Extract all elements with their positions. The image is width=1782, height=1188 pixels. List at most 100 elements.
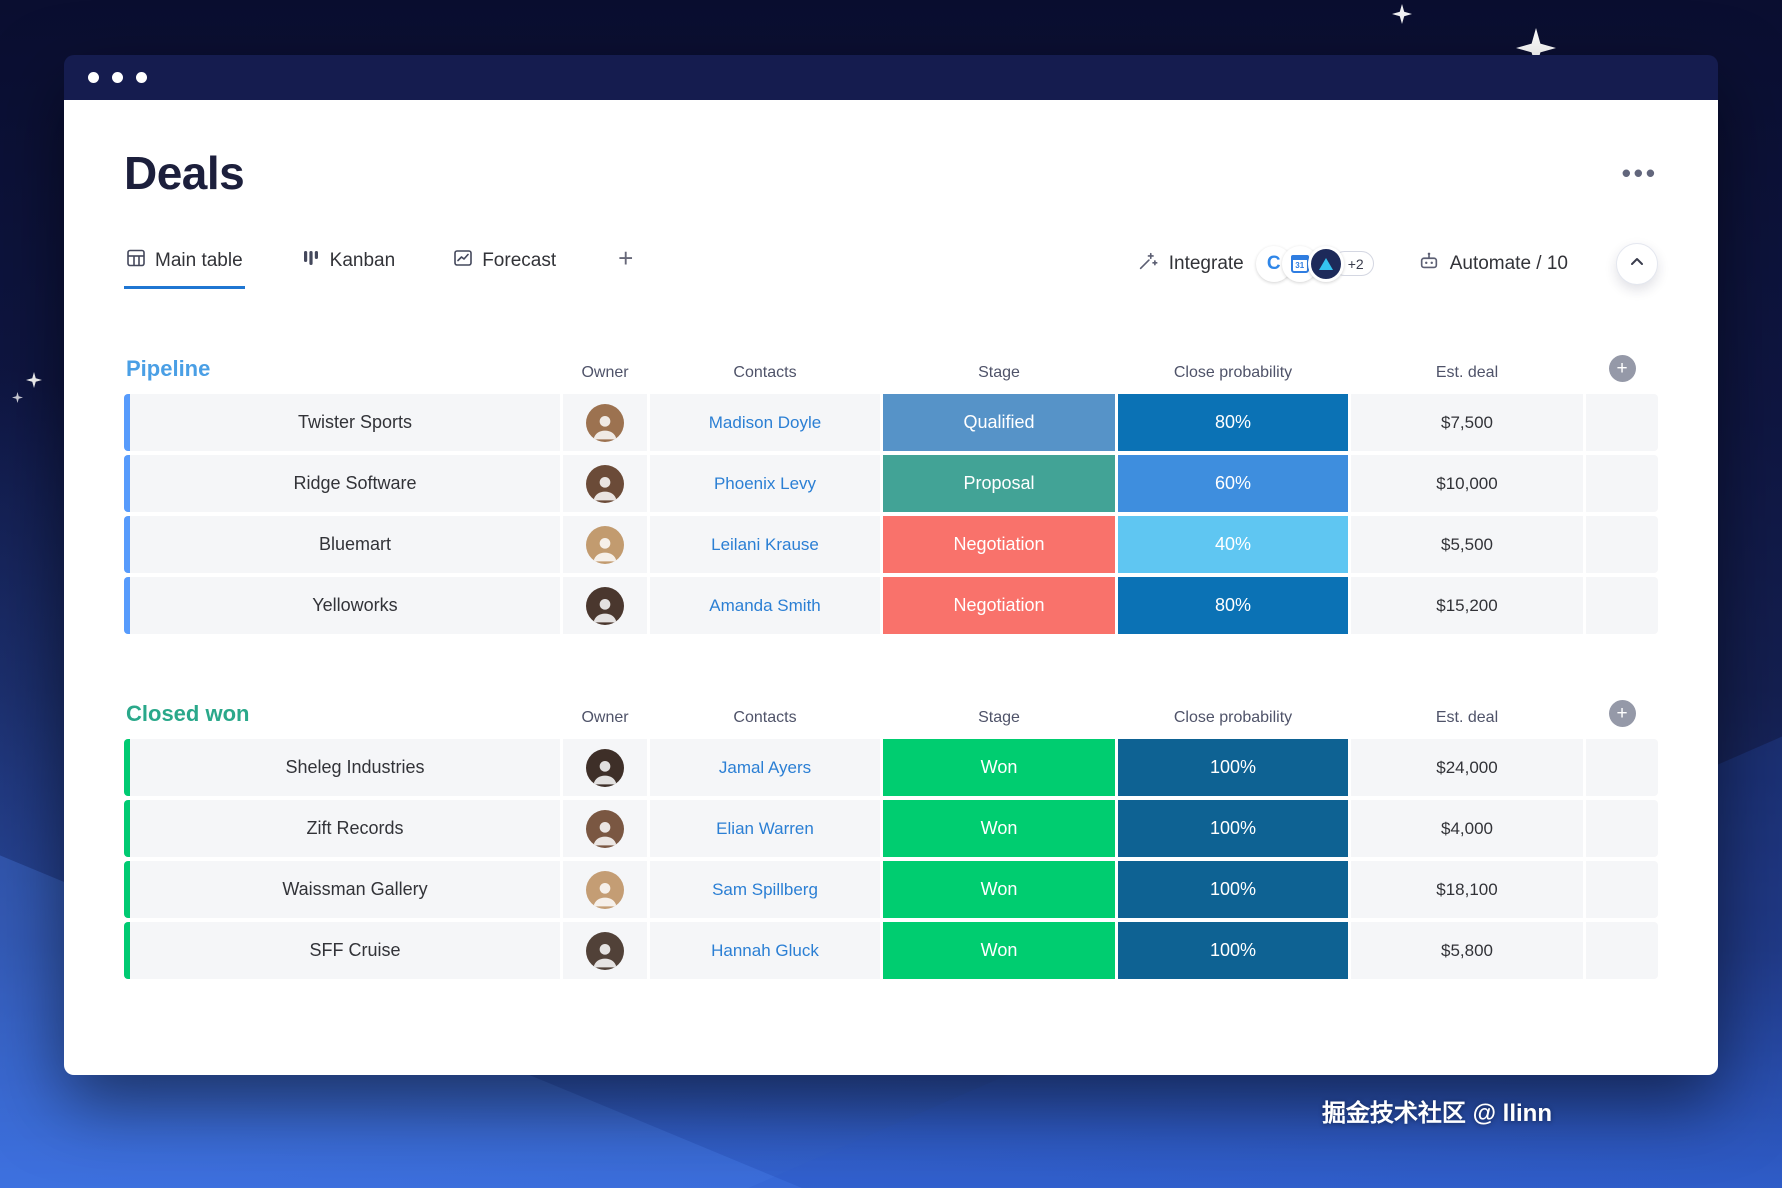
tab-main-table[interactable]: Main table	[124, 238, 245, 289]
owner-cell[interactable]	[563, 577, 647, 634]
contact-link[interactable]: Amanda Smith	[709, 595, 821, 615]
stage-cell[interactable]: Proposal	[883, 455, 1115, 512]
stage-cell[interactable]: Won	[883, 800, 1115, 857]
contact-link[interactable]: Leilani Krause	[711, 534, 819, 554]
calendar-day: 31	[1295, 260, 1305, 270]
deal-amount-cell[interactable]: $7,500	[1351, 394, 1583, 451]
window-dot-minimize[interactable]	[112, 72, 123, 83]
deal-name-cell[interactable]: SFF Cruise	[124, 922, 560, 979]
avatar	[586, 403, 624, 442]
probability-cell[interactable]: 40%	[1118, 516, 1348, 573]
person-icon	[593, 598, 617, 622]
probability-cell[interactable]: 60%	[1118, 455, 1348, 512]
deal-group: Pipeline Owner Contacts Stage Close prob…	[124, 355, 1658, 634]
owner-cell[interactable]	[563, 516, 647, 573]
contact-link[interactable]: Phoenix Levy	[713, 473, 817, 493]
page-title: Deals	[124, 147, 245, 199]
column-header-close-probability: Close probability	[1173, 709, 1293, 726]
add-column-button[interactable]: +	[1608, 700, 1636, 727]
stage-cell[interactable]: Negotiation	[883, 577, 1115, 634]
probability-cell[interactable]: 100%	[1118, 922, 1348, 979]
deal-name: Waissman Gallery	[282, 879, 428, 899]
integrate-label: Integrate	[1168, 252, 1244, 274]
avatar	[586, 748, 624, 787]
avatar	[586, 809, 624, 848]
integrate-icon	[1137, 250, 1159, 278]
probability-cell[interactable]: 80%	[1118, 394, 1348, 451]
owner-cell[interactable]	[563, 394, 647, 451]
contact-link[interactable]: Jamal Ayers	[718, 757, 812, 777]
add-column-button[interactable]: +	[1608, 355, 1636, 382]
deal-name: Sheleg Industries	[285, 757, 425, 777]
integrate-button[interactable]: Integrate	[1137, 250, 1244, 278]
stage-cell[interactable]: Won	[883, 861, 1115, 918]
column-header-contacts: Contacts	[733, 364, 797, 381]
owner-cell[interactable]	[563, 922, 647, 979]
deal-name: Yelloworks	[312, 595, 398, 615]
row-end-cell	[1586, 739, 1658, 796]
deal-amount-cell[interactable]: $18,100	[1351, 861, 1583, 918]
contact-cell: Amanda Smith	[650, 577, 880, 634]
deal-amount-cell[interactable]: $10,000	[1351, 455, 1583, 512]
deal-name: Ridge Software	[293, 473, 417, 493]
tabs-bar: Main table Kanban	[124, 238, 1658, 289]
window-dot-close[interactable]	[88, 72, 99, 83]
contact-link[interactable]: Madison Doyle	[708, 412, 822, 432]
deal-name-cell[interactable]: Bluemart	[124, 516, 560, 573]
contact-cell: Madison Doyle	[650, 394, 880, 451]
table-row: Bluemart Leilani Krause Negotiation 40% …	[124, 516, 1658, 573]
avatar	[586, 586, 624, 625]
probability-cell[interactable]: 100%	[1118, 861, 1348, 918]
table-row: Twister Sports Madison Doyle Qualified 8…	[124, 394, 1658, 451]
tab-kanban[interactable]: Kanban	[299, 238, 398, 289]
column-header-stage: Stage	[978, 364, 1020, 381]
group-rows: Sheleg Industries Jamal Ayers Won 100% $…	[124, 739, 1658, 979]
app-window: Deals ••• Main table	[64, 55, 1718, 1075]
deal-name-cell[interactable]: Zift Records	[124, 800, 560, 857]
add-view-button[interactable]: +	[618, 243, 634, 273]
deal-name-cell[interactable]: Twister Sports	[124, 394, 560, 451]
contact-link[interactable]: Hannah Gluck	[711, 940, 819, 960]
board-menu-button[interactable]: •••	[1621, 158, 1658, 188]
deal-name-cell[interactable]: Ridge Software	[124, 455, 560, 512]
group-title[interactable]: Closed won	[126, 701, 250, 726]
owner-cell[interactable]	[563, 861, 647, 918]
contact-cell: Elian Warren	[650, 800, 880, 857]
stage-cell[interactable]: Won	[883, 739, 1115, 796]
contact-link[interactable]: Elian Warren	[716, 818, 814, 838]
automate-button[interactable]: Automate / 10	[1418, 250, 1568, 278]
contact-link[interactable]: Sam Spillberg	[712, 879, 818, 899]
deal-name-cell[interactable]: Yelloworks	[124, 577, 560, 634]
window-dot-maximize[interactable]	[136, 72, 147, 83]
collapse-toolbar-button[interactable]	[1616, 242, 1658, 285]
deal-group: Closed won Owner Contacts Stage Close pr…	[124, 700, 1658, 979]
stage-cell[interactable]: Qualified	[883, 394, 1115, 451]
group-accent-bar	[124, 800, 130, 857]
tab-forecast[interactable]: Forecast	[451, 238, 558, 289]
group-accent-bar	[124, 455, 130, 512]
stage-cell[interactable]: Negotiation	[883, 516, 1115, 573]
probability-cell[interactable]: 100%	[1118, 739, 1348, 796]
person-icon	[593, 537, 617, 561]
group-accent-bar	[124, 739, 130, 796]
owner-cell[interactable]	[563, 739, 647, 796]
deal-amount-cell[interactable]: $15,200	[1351, 577, 1583, 634]
automate-label: Automate / 10	[1449, 252, 1568, 274]
deal-name-cell[interactable]: Sheleg Industries	[124, 739, 560, 796]
probability-cell[interactable]: 80%	[1118, 577, 1348, 634]
column-header-est-deal: Est. deal	[1435, 364, 1499, 381]
person-icon	[593, 943, 617, 967]
avatar	[586, 464, 624, 503]
group-title[interactable]: Pipeline	[126, 356, 211, 381]
deal-amount-cell[interactable]: $5,500	[1351, 516, 1583, 573]
owner-cell[interactable]	[563, 455, 647, 512]
hexagon-app-icon[interactable]	[1307, 245, 1344, 282]
deal-amount-cell[interactable]: $5,800	[1351, 922, 1583, 979]
column-header-owner: Owner	[581, 364, 629, 381]
stage-cell[interactable]: Won	[883, 922, 1115, 979]
probability-cell[interactable]: 100%	[1118, 800, 1348, 857]
deal-name-cell[interactable]: Waissman Gallery	[124, 861, 560, 918]
owner-cell[interactable]	[563, 800, 647, 857]
deal-amount-cell[interactable]: $4,000	[1351, 800, 1583, 857]
deal-amount-cell[interactable]: $24,000	[1351, 739, 1583, 796]
